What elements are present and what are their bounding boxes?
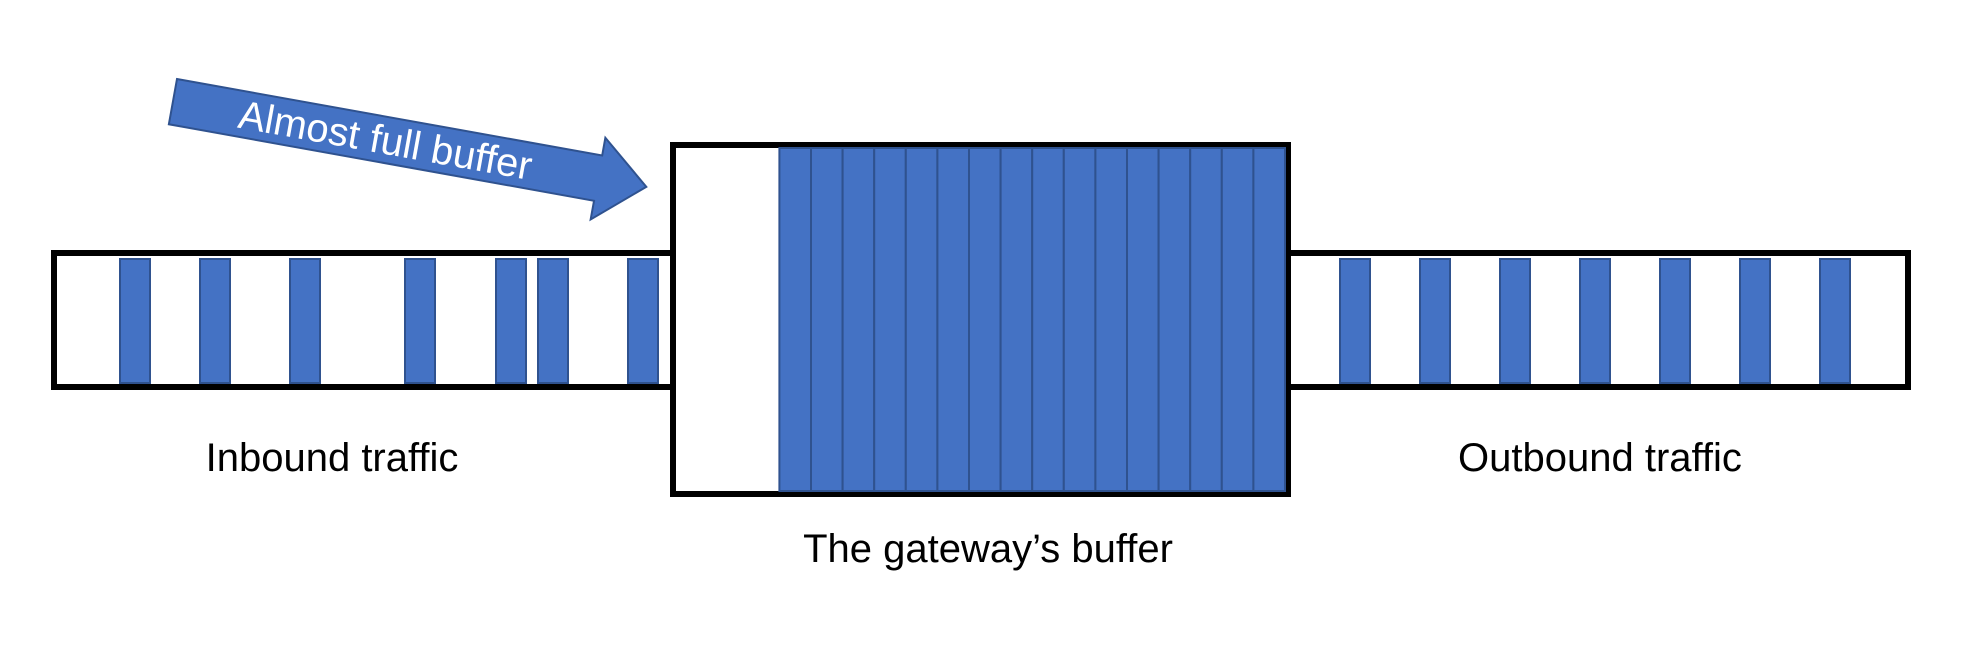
outbound-packet	[1819, 258, 1851, 384]
buffer-slot	[1031, 147, 1065, 492]
buffer-slot	[1157, 147, 1192, 492]
buffer-slots	[778, 147, 1287, 492]
outbound-pipe	[1285, 250, 1911, 390]
outbound-packet	[1579, 258, 1611, 384]
inbound-packet	[495, 258, 527, 384]
almost-full-arrow: Almost full buffer	[167, 77, 648, 222]
buffer-slot	[1094, 147, 1129, 492]
inbound-packet	[119, 258, 151, 384]
buffer-slot	[999, 147, 1034, 492]
buffer-slot	[904, 147, 939, 492]
inbound-traffic-label: Inbound traffic	[206, 436, 459, 480]
outbound-packets	[1339, 258, 1851, 384]
inbound-packet	[289, 258, 321, 384]
inbound-pipe	[51, 250, 676, 390]
outbound-packet	[1419, 258, 1451, 384]
outbound-packet	[1659, 258, 1691, 384]
outbound-packet	[1499, 258, 1531, 384]
buffer-slot	[936, 147, 971, 492]
buffer-slot	[968, 147, 1002, 492]
inbound-packets	[119, 258, 659, 384]
buffer-slot	[841, 147, 876, 492]
inbound-pipe-outline	[51, 250, 676, 390]
arrow-shape	[167, 77, 648, 222]
inbound-packet	[627, 258, 659, 384]
gateway-buffer-label: The gateway’s buffer	[803, 527, 1173, 571]
buffer-slot	[810, 147, 844, 492]
buffer-slot	[1252, 147, 1287, 492]
inbound-packet	[537, 258, 569, 384]
outbound-traffic-label: Outbound traffic	[1458, 436, 1742, 480]
inbound-packet	[404, 258, 436, 384]
outbound-packet	[1739, 258, 1771, 384]
arrow-label: Almost full buffer	[235, 93, 535, 189]
buffer-slot	[1189, 147, 1223, 492]
inbound-packet	[199, 258, 231, 384]
buffer-slot	[1062, 147, 1097, 492]
gateway-buffer	[670, 142, 1291, 497]
outbound-packet	[1339, 258, 1371, 384]
buffer-slot	[1220, 147, 1255, 492]
buffer-slot	[873, 147, 907, 492]
buffer-slot	[1126, 147, 1160, 492]
buffer-slot	[778, 147, 813, 492]
